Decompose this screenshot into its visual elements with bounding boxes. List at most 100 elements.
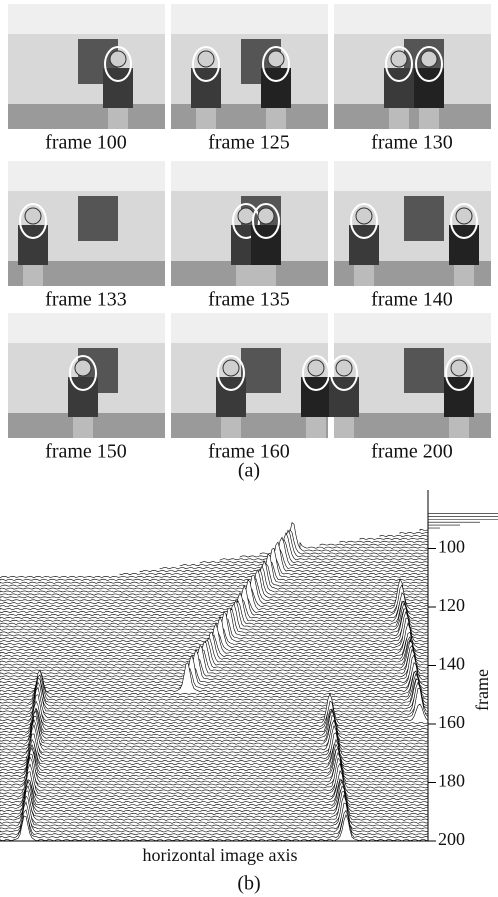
tracking-contour	[232, 203, 260, 239]
waterfall-line	[0, 553, 429, 584]
waterfall-line	[399, 532, 429, 535]
waterfall-line	[0, 723, 429, 757]
head	[450, 359, 468, 377]
waterfall-line	[0, 738, 429, 769]
tracking-contour	[385, 46, 413, 82]
legs	[449, 417, 469, 438]
waterfall-line	[359, 537, 429, 541]
waterfall-line	[0, 666, 429, 684]
head	[420, 50, 438, 68]
legs	[454, 265, 474, 286]
tracking-contour	[192, 46, 220, 82]
legs	[389, 108, 409, 129]
tracking-contour	[415, 46, 443, 82]
waterfall-line	[0, 600, 429, 625]
ceiling	[8, 161, 165, 191]
photo	[334, 161, 491, 286]
head	[222, 359, 240, 377]
waterfall-line	[0, 591, 429, 622]
y-tick-label: 160	[438, 712, 465, 732]
ceiling	[8, 313, 165, 343]
caption: frame 130	[371, 132, 453, 154]
waterfall-line	[319, 543, 429, 546]
caption: frame 125	[208, 132, 290, 154]
tracking-contour	[445, 355, 473, 391]
waterfall-line	[139, 541, 429, 573]
legs	[354, 265, 374, 286]
waterfall-line	[0, 568, 429, 596]
head	[74, 359, 92, 377]
head	[390, 50, 408, 68]
tracking-contour	[252, 203, 280, 239]
ceiling	[334, 313, 491, 343]
caption: frame 150	[45, 441, 127, 463]
head	[257, 207, 275, 225]
shelf	[404, 196, 444, 241]
waterfall-line	[0, 751, 429, 783]
head	[307, 359, 325, 377]
legs	[196, 108, 216, 129]
photo	[8, 4, 165, 129]
head	[455, 207, 473, 225]
waterfall-line	[0, 809, 429, 839]
caption: frame 160	[208, 441, 290, 463]
waterfall-line	[0, 742, 429, 766]
y-axis-label: frame	[472, 669, 492, 711]
waterfall-line	[339, 540, 429, 543]
waterfall-line	[0, 735, 429, 754]
waterfall-line	[0, 599, 429, 628]
photo	[8, 313, 165, 438]
waterfall-line	[0, 718, 429, 742]
waterfall-line	[0, 648, 429, 681]
caption: frame 140	[371, 289, 453, 311]
legs	[221, 417, 241, 438]
waterfall-line	[0, 654, 429, 687]
waterfall-line	[199, 538, 429, 564]
waterfall-line	[0, 707, 429, 737]
waterfall-line	[0, 631, 429, 660]
caption: frame 100	[45, 132, 127, 154]
waterfall-line	[0, 661, 429, 693]
shelf	[78, 196, 118, 241]
waterfall-line	[0, 732, 429, 763]
floor	[334, 104, 491, 129]
ceiling	[171, 4, 328, 34]
ceiling	[8, 4, 165, 34]
waterfall-line	[0, 656, 429, 678]
waterfall-line	[419, 529, 429, 531]
shelf	[404, 348, 444, 393]
legs	[73, 417, 93, 438]
waterfall-line	[0, 584, 429, 617]
waterfall-line	[0, 686, 429, 719]
waterfall-line	[0, 700, 429, 731]
waterfall-line	[0, 595, 429, 614]
tracking-contour	[330, 355, 358, 391]
waterfall-line	[0, 578, 429, 611]
waterfall-line	[0, 718, 429, 751]
photo	[8, 161, 165, 286]
tracking-contour	[217, 355, 245, 391]
waterfall-line	[0, 578, 429, 602]
waterfall-line	[0, 644, 429, 675]
panel-label: (a)	[238, 460, 260, 482]
y-tick-label: 200	[438, 829, 465, 849]
waterfall-line	[179, 536, 429, 567]
waterfall-line	[0, 739, 429, 760]
photo	[334, 4, 491, 129]
shelf	[241, 348, 281, 393]
waterfall-line	[219, 532, 429, 561]
waterfall-line	[0, 747, 429, 775]
legs	[256, 265, 276, 286]
legs	[266, 108, 286, 129]
legs	[108, 108, 128, 129]
waterfall-line	[0, 801, 429, 833]
waterfall-line	[299, 541, 429, 549]
floor	[171, 413, 328, 438]
waterfall-line	[0, 597, 429, 620]
y-tick-label: 120	[438, 595, 465, 615]
tracking-contour	[302, 355, 330, 391]
photo	[171, 313, 331, 438]
waterfall-line	[0, 709, 429, 739]
x-axis-label: horizontal image axis	[143, 845, 298, 865]
ceiling	[334, 4, 491, 34]
